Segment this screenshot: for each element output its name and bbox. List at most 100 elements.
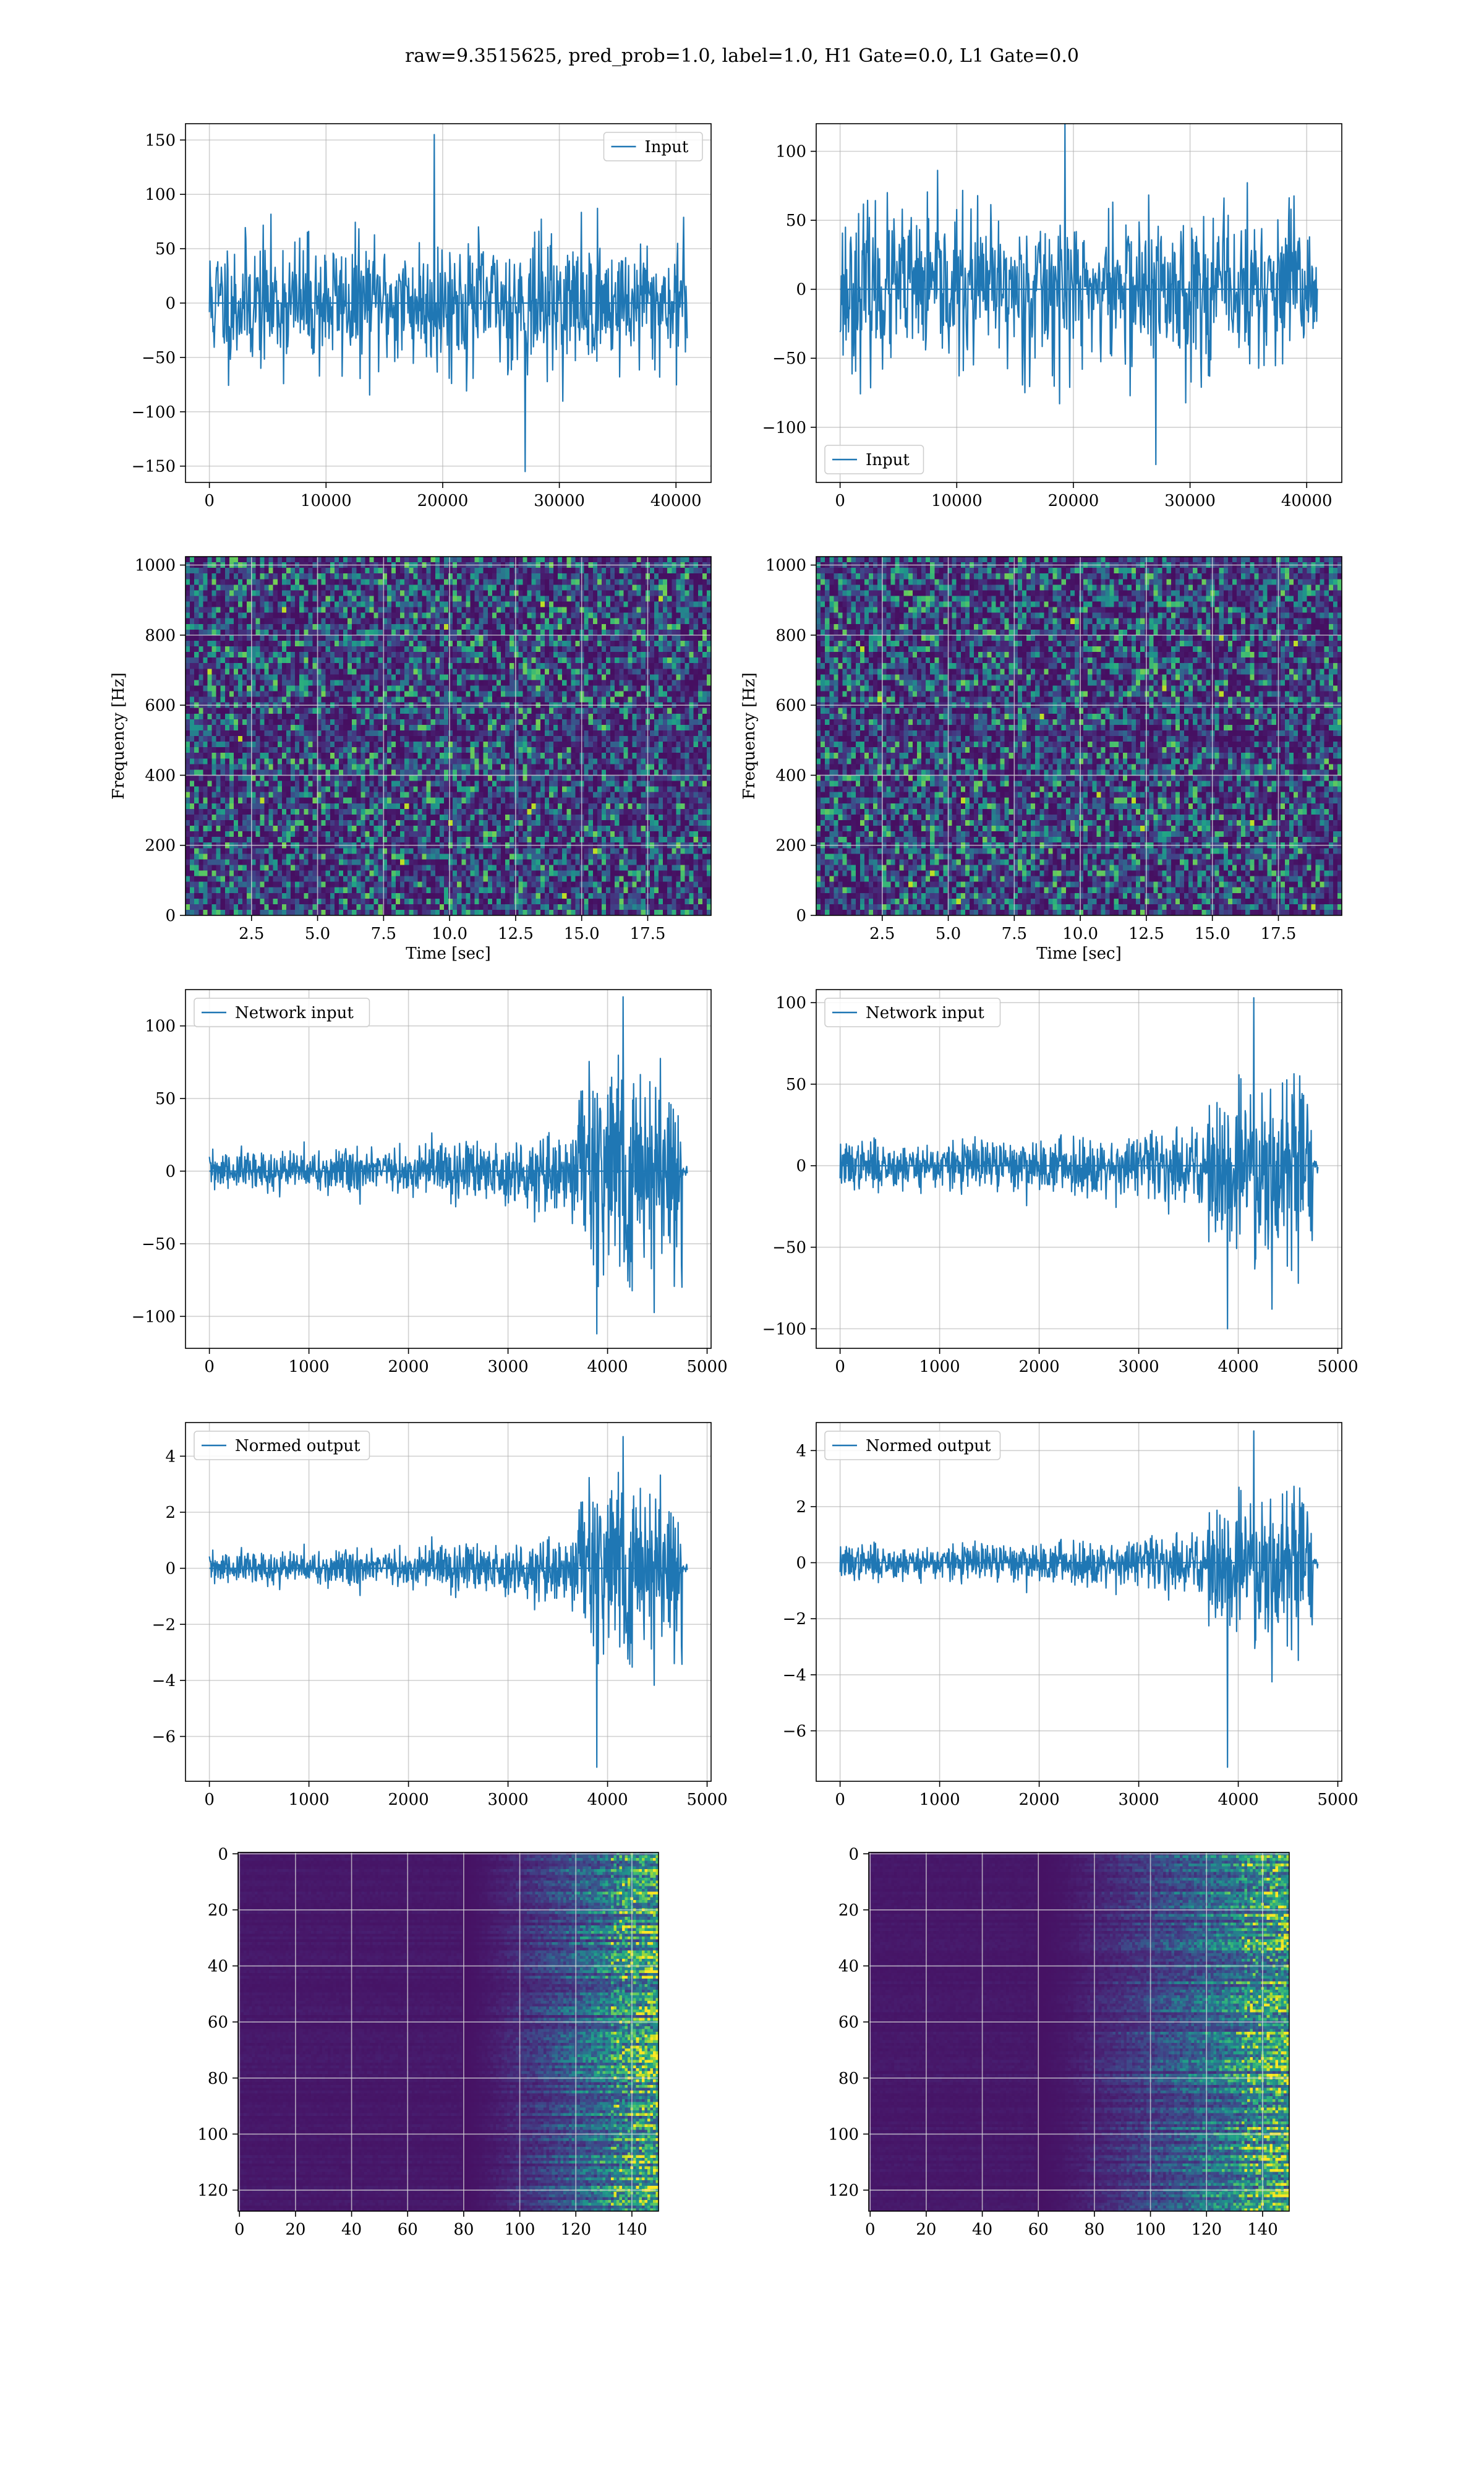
- x-tick-label: 5000: [686, 1791, 727, 1809]
- y-tick-label: −50: [772, 1239, 806, 1257]
- x-tick-label: 2.5: [869, 925, 895, 943]
- x-tick-label: 140: [1247, 2220, 1278, 2239]
- y-tick-label: 50: [786, 212, 806, 230]
- y-tick-label: −50: [142, 349, 176, 367]
- y-tick-label: 0: [165, 1163, 176, 1181]
- plot-area-net_h1: [186, 990, 711, 1348]
- legend-label: Network input: [866, 1004, 984, 1022]
- x-tick-label: 1000: [289, 1358, 330, 1376]
- y-tick-label: 0: [165, 907, 176, 925]
- y-tick-label: 0: [796, 281, 806, 299]
- y-tick-label: 400: [145, 766, 176, 785]
- y-tick-label: 4: [165, 1447, 176, 1466]
- gridlines-img_h1: [238, 1852, 659, 2211]
- y-tick-label: −100: [762, 1320, 806, 1338]
- y-tick-label: 600: [775, 696, 806, 715]
- y-tick-label: 150: [145, 131, 176, 150]
- y-tick-label: 50: [155, 240, 176, 259]
- x-tick-label: 3000: [488, 1791, 529, 1809]
- x-tick-label: 80: [1084, 2220, 1104, 2239]
- axes-frame-net_h1: [185, 989, 712, 1349]
- x-tick-label: 3000: [1119, 1791, 1159, 1809]
- heatmap-cells-spec_l1: [816, 557, 1342, 915]
- y-tick-label: 0: [165, 1560, 176, 1578]
- x-tick-label: 20: [285, 2220, 305, 2239]
- axes-input_l1: 0 10000 20000 30000 40000 −100 −50 0 50 100 Input: [762, 123, 1342, 510]
- y-tick-label: −2: [152, 1616, 176, 1634]
- x-tick-label: 1000: [919, 1791, 960, 1809]
- x-tick-label: 5000: [686, 1358, 727, 1376]
- x-tick-label: 15.0: [564, 925, 600, 943]
- y-tick-label: 0: [796, 907, 806, 925]
- y-tick-label: 80: [208, 2070, 228, 2088]
- y-axis-label: Frequency [Hz]: [109, 672, 128, 800]
- y-tick-label: 100: [145, 186, 176, 204]
- x-tick-label: 100: [1135, 2220, 1166, 2239]
- x-tick-label: 0: [204, 1358, 215, 1376]
- plot-area-input_h1: [186, 124, 711, 482]
- x-tick-label: 40: [341, 2220, 362, 2239]
- axes-input_h1: 0 10000 20000 30000 40000 −150 −100 −50 0 50 100 15…: [132, 123, 712, 510]
- y-tick-label: 20: [838, 1901, 859, 1920]
- y-tick-label: 120: [197, 2181, 228, 2200]
- figure-suptitle: raw=9.3515625, pred_prob=1.0, label=1.0,…: [405, 45, 1079, 67]
- y-tick-label: −100: [132, 1308, 176, 1326]
- legend-label: Input: [645, 138, 689, 156]
- x-axis-label: Time [sec]: [1036, 944, 1122, 963]
- x-tick-label: 3000: [488, 1358, 529, 1376]
- x-tick-label: 2000: [388, 1791, 429, 1809]
- heatmap-cells-img_h1: [238, 1852, 659, 2211]
- y-tick-label: 100: [775, 143, 806, 161]
- x-tick-label: 4000: [587, 1358, 628, 1376]
- legend-net_l1: Network input: [824, 998, 1001, 1027]
- y-tick-label: 0: [165, 294, 176, 313]
- ticks-img_l1: 0 20 40 60 80 100 120 140 0 20 40 60 80 100 120: [828, 1845, 1277, 2239]
- y-tick-label: 0: [796, 1157, 806, 1176]
- x-tick-label: 0: [865, 2220, 876, 2239]
- y-tick-label: 60: [208, 2013, 228, 2032]
- legend-label: Network input: [235, 1004, 354, 1022]
- ticks-spec_h1: 2.5 5.0 7.5 10.0 12.5 15.0 17.5 0 200 400 600 800 10…: [135, 557, 666, 943]
- series-line-input_l1: [839, 124, 1318, 466]
- x-tick-label: 0: [234, 2220, 245, 2239]
- x-tick-label: 80: [453, 2220, 474, 2239]
- x-tick-label: 10000: [301, 492, 352, 510]
- series-line-norm_l1: [839, 1430, 1319, 1768]
- legend-net_h1: Network input: [194, 998, 370, 1027]
- legend-norm_l1: Normed output: [824, 1431, 1001, 1460]
- x-tick-label: 1000: [289, 1791, 330, 1809]
- x-tick-label: 15.0: [1195, 925, 1230, 943]
- y-tick-label: 100: [197, 2125, 228, 2144]
- ticks-img_h1: 0 20 40 60 80 100 120 140 0 20 40 60 80 100 120: [197, 1845, 647, 2239]
- x-tick-label: 12.5: [498, 925, 534, 943]
- ticks-input_h1: 0 10000 20000 30000 40000 −150 −100 −50 0 50 100 15…: [132, 131, 702, 510]
- x-tick-label: 2.5: [239, 925, 264, 943]
- series-line-net_h1: [208, 996, 688, 1335]
- x-tick-label: 0: [204, 1791, 215, 1809]
- y-tick-label: 200: [145, 837, 176, 855]
- y-tick-label: 0: [218, 1845, 228, 1864]
- gridlines-img_l1: [869, 1852, 1289, 2211]
- x-tick-label: 0: [835, 1358, 845, 1376]
- axes-norm_l1: 0 1000 2000 3000 4000 5000 −6 −4 −2 0 2 4 Normed out…: [783, 1422, 1358, 1809]
- y-tick-label: −6: [783, 1722, 806, 1740]
- axes-net_l1: 0 1000 2000 3000 4000 5000 −100 −50 0 50 100 Networ…: [762, 989, 1358, 1376]
- y-tick-label: 0: [796, 1554, 806, 1573]
- gridlines-spec_l1: [816, 557, 1342, 915]
- x-tick-label: 7.5: [371, 925, 396, 943]
- axes-frame-spec_l1: [816, 556, 1342, 916]
- x-tick-label: 17.5: [1261, 925, 1297, 943]
- y-tick-label: 1000: [765, 557, 806, 575]
- y-tick-label: 400: [775, 766, 806, 785]
- x-tick-label: 30000: [1164, 492, 1216, 510]
- y-tick-label: 20: [208, 1901, 228, 1920]
- y-tick-label: −50: [142, 1235, 176, 1254]
- axes-spec_l1: 2.5 5.0 7.5 10.0 12.5 15.0 17.5 0 200 400 600 800 10…: [740, 556, 1342, 963]
- plot-area-spec_l1: [816, 557, 1342, 915]
- plot-area-spec_h1: [186, 557, 711, 915]
- y-tick-label: 50: [786, 1076, 806, 1094]
- y-tick-label: 0: [848, 1845, 859, 1864]
- y-tick-label: −100: [762, 419, 806, 437]
- y-tick-label: 2: [165, 1504, 176, 1522]
